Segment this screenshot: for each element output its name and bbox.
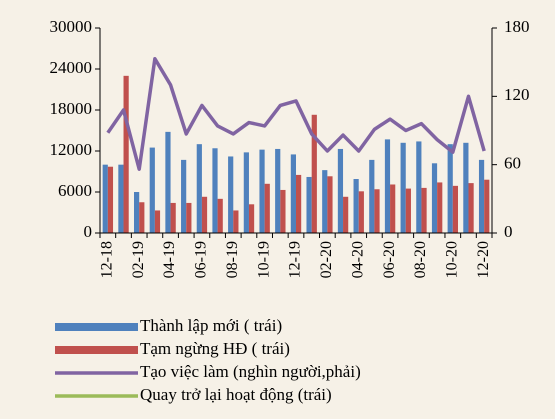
bar	[343, 196, 349, 233]
legend-swatch	[55, 323, 138, 331]
bar	[154, 210, 161, 233]
y-tick-label: 0	[84, 222, 93, 241]
y2-tick-label: 120	[504, 85, 530, 104]
bar	[201, 196, 208, 233]
bar	[374, 189, 380, 233]
bar	[358, 191, 364, 233]
x-tick-label: 02-20	[318, 241, 335, 278]
y-tick-label: 30000	[50, 17, 93, 36]
x-tick-label: 12-20	[475, 241, 492, 278]
bar	[327, 176, 333, 233]
bar	[484, 179, 490, 233]
bar	[280, 189, 286, 233]
bar	[452, 185, 458, 233]
legend-label: Tạm ngừng HĐ ( trái)	[140, 339, 290, 358]
bar	[196, 144, 202, 233]
bar	[421, 187, 427, 233]
bar	[259, 149, 265, 233]
legend-label: Tạo việc làm (nghìn người,phải)	[140, 362, 361, 381]
bar	[400, 142, 406, 233]
legend-label: Quay trở lại hoạt động (trái)	[140, 385, 332, 404]
y-tick-label: 6000	[58, 181, 92, 200]
bar	[212, 148, 218, 233]
y-tick-label: 24000	[50, 58, 93, 77]
x-tick-label: 04-19	[161, 241, 178, 278]
bar	[275, 148, 281, 233]
bar	[290, 154, 296, 233]
bar	[134, 192, 140, 233]
bar	[118, 164, 124, 233]
x-tick-label: 10-19	[255, 241, 272, 278]
bar	[384, 139, 391, 233]
x-tick-label: 12-19	[287, 241, 304, 278]
bar	[311, 114, 317, 233]
bar	[139, 202, 145, 233]
x-tick-label: 08-20	[412, 241, 429, 278]
legend-swatch	[55, 346, 138, 354]
x-tick-label: 02-19	[130, 241, 147, 278]
bar	[337, 148, 344, 233]
y2-tick-label: 60	[504, 154, 521, 173]
x-tick-label: 08-19	[224, 241, 241, 278]
bar	[322, 170, 328, 233]
bar	[170, 202, 176, 233]
x-tick-label: 10-20	[443, 241, 460, 278]
bar	[149, 147, 155, 233]
bar	[478, 159, 485, 233]
bar	[390, 184, 396, 233]
bar	[306, 176, 312, 233]
bar	[233, 210, 239, 233]
y-tick-label: 18000	[50, 99, 93, 118]
bar	[243, 152, 249, 233]
bar	[468, 183, 474, 233]
bar	[296, 174, 302, 233]
bar	[123, 75, 129, 233]
bar	[165, 131, 171, 233]
y-tick-label: 12000	[50, 140, 93, 159]
legend-label: Thành lập mới ( trái)	[140, 316, 282, 335]
bar	[107, 166, 114, 233]
bar	[447, 144, 453, 233]
y2-tick-label: 180	[504, 17, 530, 36]
bar	[369, 159, 375, 233]
bar	[102, 164, 108, 233]
bar	[228, 156, 234, 233]
bar	[181, 159, 187, 233]
x-tick-label: 12-18	[99, 241, 116, 278]
x-tick-label: 06-19	[193, 241, 210, 278]
bar	[405, 188, 411, 233]
line	[106, 57, 486, 171]
bar	[217, 198, 223, 233]
bar	[264, 183, 270, 233]
bar	[416, 141, 422, 233]
x-tick-label: 04-20	[349, 241, 366, 278]
y2-tick-label: 0	[504, 222, 513, 241]
bar	[248, 204, 255, 233]
bar	[353, 179, 359, 233]
bar	[463, 142, 469, 233]
bar	[431, 163, 438, 233]
bar	[186, 202, 192, 233]
x-tick-label: 06-20	[381, 241, 398, 278]
bar	[437, 182, 443, 233]
